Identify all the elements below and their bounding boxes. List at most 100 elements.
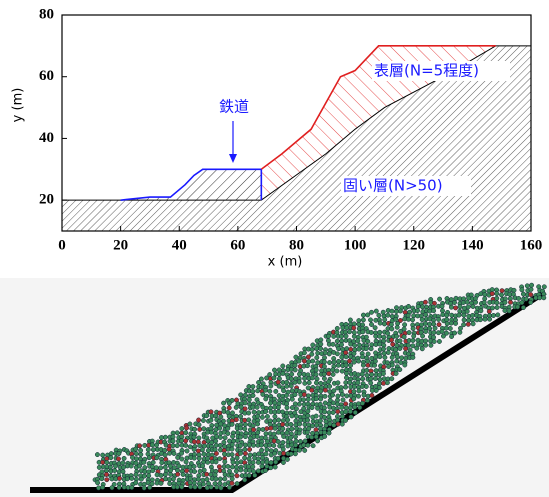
particle — [292, 379, 298, 385]
particle — [414, 345, 420, 351]
particle — [251, 442, 256, 448]
particle — [273, 388, 279, 394]
particle — [369, 392, 375, 398]
particle — [171, 451, 177, 456]
particle — [171, 465, 177, 471]
particle — [331, 388, 337, 394]
particle — [478, 308, 484, 314]
particle — [120, 469, 126, 475]
particle — [222, 444, 228, 449]
particle — [201, 426, 207, 432]
particle — [322, 387, 328, 393]
particle — [100, 484, 106, 490]
particle — [250, 389, 256, 394]
particle — [216, 464, 222, 470]
x-tick-label: 80 — [289, 237, 304, 253]
particle — [289, 426, 295, 432]
particle — [360, 317, 366, 323]
particle — [339, 404, 345, 410]
particle — [284, 456, 290, 462]
particle — [313, 413, 319, 419]
particle — [204, 413, 210, 419]
particle — [222, 435, 228, 441]
particle — [229, 452, 235, 458]
particle — [360, 312, 366, 318]
particle — [293, 418, 299, 424]
particle — [326, 379, 332, 385]
particle — [342, 329, 348, 335]
annotation: 固い層(N>50) — [343, 177, 443, 195]
particle — [494, 291, 500, 297]
particle — [398, 328, 404, 334]
particle — [229, 464, 235, 470]
particle — [330, 410, 336, 415]
particle — [116, 456, 121, 462]
particle — [477, 317, 483, 323]
particle — [343, 384, 349, 390]
particle — [217, 425, 223, 431]
particle — [225, 463, 231, 469]
particle — [422, 321, 428, 326]
particle — [230, 459, 236, 465]
particle — [296, 401, 302, 407]
particle — [381, 350, 387, 356]
particle — [187, 464, 193, 470]
particle — [382, 354, 388, 360]
particle — [330, 341, 336, 347]
particle — [363, 346, 369, 352]
particle — [321, 376, 327, 381]
particle — [334, 368, 340, 374]
particle — [147, 484, 153, 490]
particle — [487, 316, 493, 322]
particle — [229, 476, 235, 482]
particle — [275, 404, 281, 410]
particle — [288, 451, 294, 457]
particle — [335, 409, 341, 415]
particle — [234, 455, 240, 461]
particle — [218, 485, 224, 491]
particle — [347, 317, 353, 323]
particle — [238, 392, 244, 398]
particle — [373, 308, 379, 314]
particle — [465, 304, 471, 310]
particle — [258, 442, 264, 448]
particle — [301, 397, 307, 403]
particle — [402, 362, 408, 368]
particle — [461, 322, 467, 328]
particle — [352, 343, 358, 348]
particle — [208, 484, 214, 490]
x-tick-label: 20 — [113, 237, 128, 253]
particle — [313, 380, 319, 386]
particle — [264, 414, 270, 419]
particle — [339, 342, 344, 348]
particle — [149, 481, 155, 487]
particle — [410, 317, 416, 323]
particle — [351, 325, 357, 331]
particle — [420, 333, 426, 339]
particle — [486, 309, 492, 314]
particle — [191, 439, 197, 445]
particle — [406, 316, 411, 322]
particle — [326, 371, 332, 377]
particle — [431, 334, 437, 340]
sim-base — [30, 289, 547, 493]
particle — [273, 459, 279, 465]
particle — [403, 346, 409, 352]
particle — [360, 329, 366, 335]
particle — [242, 422, 248, 427]
particle — [335, 421, 341, 427]
particle — [238, 467, 244, 473]
particle — [96, 464, 102, 470]
particle — [183, 430, 189, 436]
particle — [439, 329, 445, 334]
particle — [407, 347, 413, 353]
particle — [390, 341, 396, 347]
particle — [376, 385, 382, 391]
particle — [104, 460, 110, 465]
particle — [293, 406, 299, 412]
particle — [234, 473, 240, 479]
particle — [233, 468, 239, 474]
particle — [293, 434, 298, 440]
particle — [175, 455, 181, 460]
particle — [116, 451, 122, 457]
